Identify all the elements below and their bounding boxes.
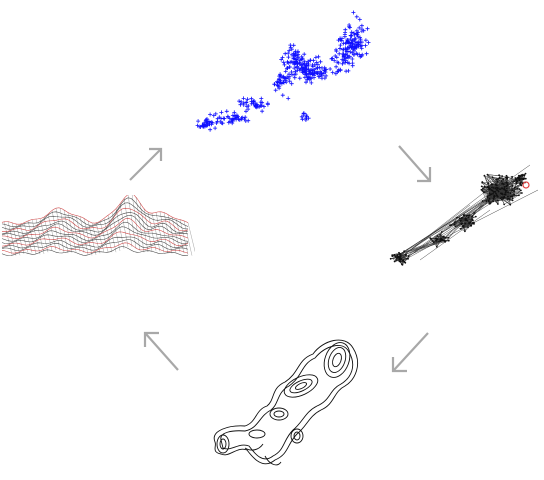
arrow-contour-to-surface [143, 331, 179, 371]
network-graph-icon [389, 164, 539, 266]
contour-map-icon [213, 339, 358, 466]
arrow-graph-to-contour [391, 332, 429, 373]
arrow-scatter-to-graph [398, 145, 432, 183]
scatter-plot-icon [195, 10, 371, 132]
surface-mesh-icon [1, 195, 195, 256]
arrow-surface-to-scatter [129, 147, 163, 181]
